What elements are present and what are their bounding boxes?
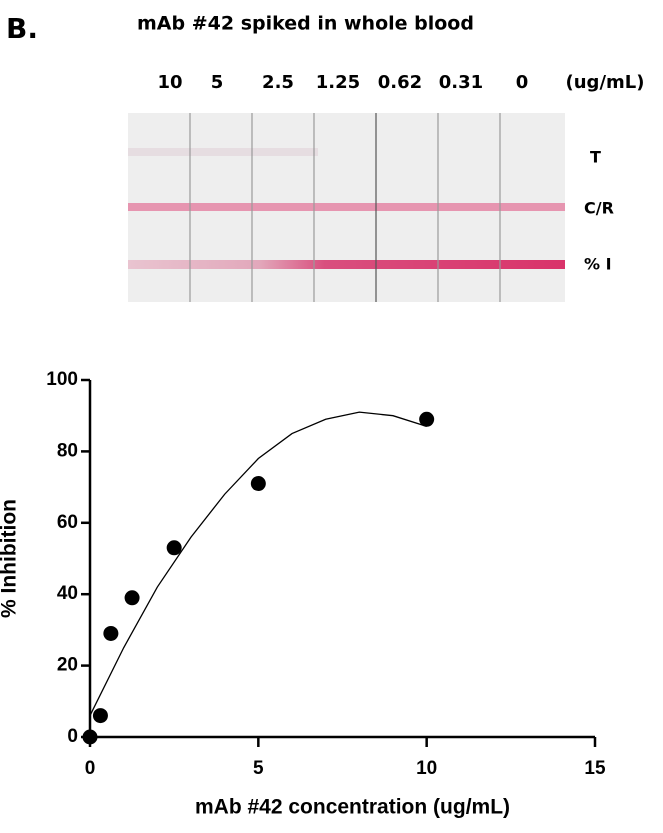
y-tick-label: 100 bbox=[46, 369, 78, 390]
y-axis-label: % Inhibition bbox=[0, 499, 21, 618]
data-point bbox=[419, 411, 435, 427]
concentration-label: 2.5 bbox=[262, 72, 294, 93]
data-point bbox=[82, 729, 98, 745]
panel-label: B. bbox=[6, 12, 38, 45]
y-tick-label: 80 bbox=[57, 440, 78, 461]
concentration-label: 5 bbox=[211, 72, 224, 93]
y-tick-label: 0 bbox=[67, 726, 78, 747]
x-tick-label: 0 bbox=[85, 758, 96, 779]
data-point bbox=[92, 708, 108, 724]
y-tick-label: 60 bbox=[57, 512, 78, 533]
x-tick-label: 15 bbox=[584, 758, 606, 779]
concentration-label: 1.25 bbox=[316, 72, 360, 93]
strip-photo bbox=[128, 113, 565, 302]
x-tick-label: 5 bbox=[253, 758, 264, 779]
x-axis-label: mAb #42 concentration (ug/mL) bbox=[195, 796, 510, 819]
band-label: % I bbox=[584, 255, 612, 274]
plot: 0 20 40 60 80 100 0 5 10 15 mAb #42 concentration … bbox=[0, 369, 606, 819]
concentration-label: (ug/mL) bbox=[566, 72, 645, 93]
band-label: C/R bbox=[584, 199, 614, 218]
concentration-label: 10 bbox=[157, 72, 182, 93]
concentration-label: 0 bbox=[516, 72, 529, 93]
x-tick-label: 10 bbox=[416, 758, 437, 779]
band-label: T bbox=[590, 148, 601, 167]
strip-title: mAb #42 spiked in whole blood bbox=[137, 13, 474, 35]
data-point bbox=[250, 476, 266, 492]
concentration-labels: 10 5 2.5 1.25 0.62 0.31 0 (ug/mL) bbox=[157, 72, 644, 93]
data-point bbox=[166, 540, 182, 556]
fit-curve bbox=[89, 411, 427, 716]
y-tick-label: 20 bbox=[57, 655, 78, 676]
data-point bbox=[103, 625, 119, 641]
y-tick-label: 40 bbox=[57, 583, 78, 604]
concentration-label: 0.62 bbox=[378, 72, 422, 93]
concentration-label: 0.31 bbox=[439, 72, 483, 93]
data-point bbox=[124, 590, 140, 606]
